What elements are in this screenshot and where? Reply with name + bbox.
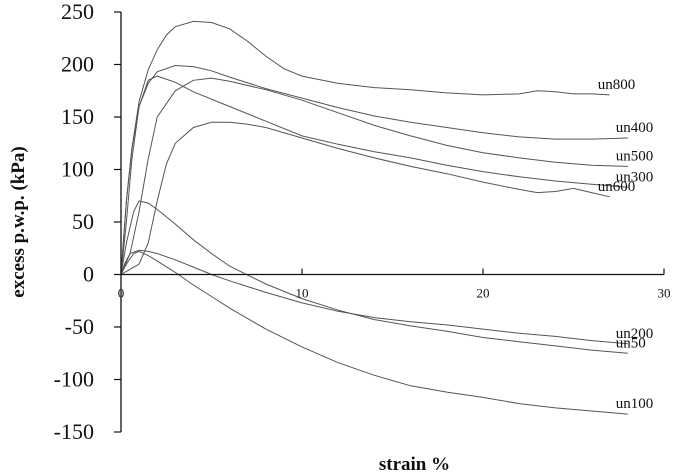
y-tick-label: -50 (65, 314, 94, 339)
series-label-un600: un600 (598, 179, 636, 195)
series-line-un200 (120, 249, 628, 345)
x-tick-label: 10 (296, 286, 309, 301)
y-tick-label: 200 (61, 52, 94, 77)
series-label-un100: un100 (616, 396, 654, 412)
y-tick-label: -100 (54, 367, 94, 392)
series-line-un800 (120, 20, 610, 275)
series-line-un50 (120, 200, 628, 354)
series-line-un600 (120, 121, 610, 275)
y-tick-label: 250 (61, 0, 94, 24)
x-axis-title: strain % (379, 454, 450, 475)
axes-layer (120, 12, 664, 432)
series-line-un500 (120, 77, 628, 275)
series-label-un500: un500 (616, 148, 654, 164)
series-line-un300 (120, 75, 628, 275)
y-tick-label: 0 (83, 262, 94, 287)
y-axis-title: excess p.w.p. (kPa) (8, 146, 29, 297)
x-tick-label: 20 (477, 286, 490, 301)
x-tick-label: 30 (658, 286, 671, 301)
y-tick-label: 150 (61, 104, 94, 129)
series-label-un200: un200 (616, 326, 654, 342)
series-line-un100 (120, 250, 628, 415)
y-tick-label: 50 (72, 209, 94, 234)
y-tick-label: 100 (61, 157, 94, 182)
series-label-un400: un400 (616, 120, 654, 136)
series-label-un800: un800 (598, 77, 636, 93)
series-label-un300: un300 (616, 169, 654, 185)
y-tick-label: -150 (54, 419, 94, 444)
x-tick-label: 0 (118, 286, 125, 301)
ticks-layer: 250 200 150 100 50 0 -50 -100 -150 0 10 20 30 (54, 0, 671, 444)
series-label-un50: un50 (616, 335, 646, 351)
series-layer (120, 20, 628, 415)
